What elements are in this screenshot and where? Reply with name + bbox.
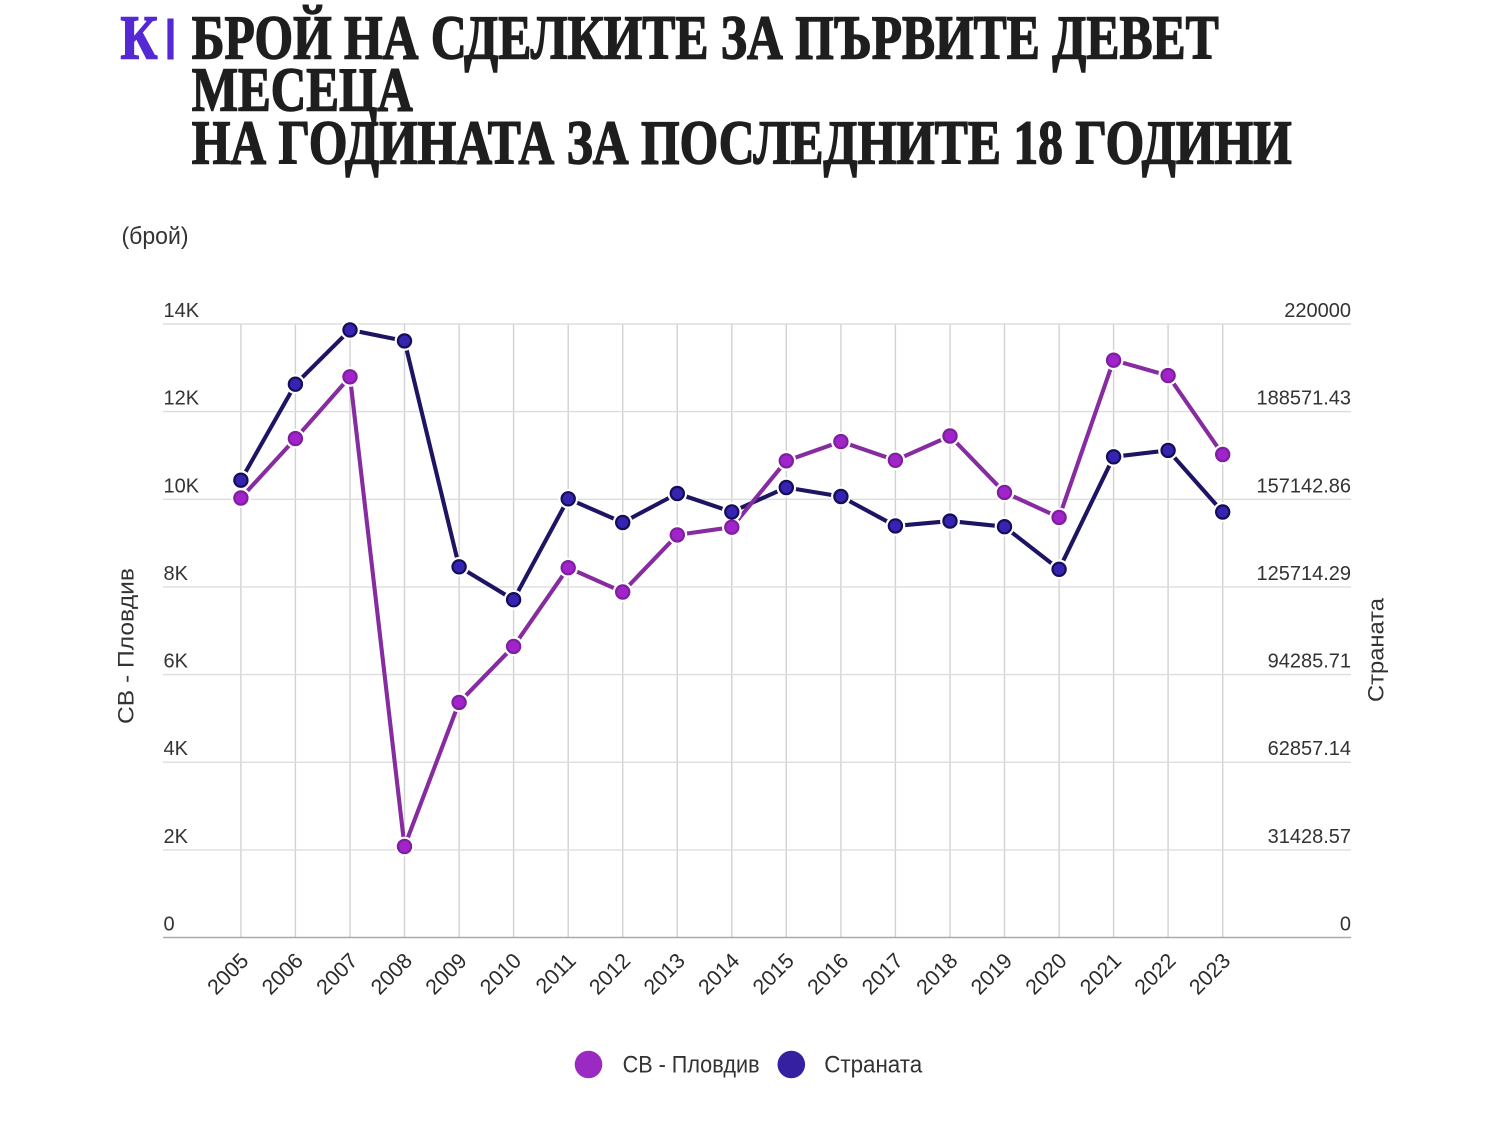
svg-text:31428.57: 31428.57: [1268, 826, 1351, 848]
svg-text:62857.14: 62857.14: [1268, 738, 1351, 760]
svg-text:К: К: [121, 5, 158, 73]
svg-text:220000: 220000: [1284, 300, 1351, 322]
svg-text:14K: 14K: [164, 300, 200, 322]
svg-text:НА ГОДИНАТА ЗА ПОСЛЕДНИТЕ 18 Г: НА ГОДИНАТА ЗА ПОСЛЕДНИТЕ 18 ГОДИНИ: [192, 110, 1292, 178]
svg-text:10K: 10K: [164, 475, 200, 497]
svg-text:СВ - Пловдив: СВ - Пловдив: [623, 1052, 760, 1079]
svg-text:СВ - Пловдив: СВ - Пловдив: [114, 568, 139, 724]
svg-text:Страната: Страната: [824, 1052, 923, 1079]
svg-text:94285.71: 94285.71: [1268, 651, 1351, 673]
svg-text:МЕСЕЦА: МЕСЕЦА: [192, 57, 413, 125]
svg-text:Страната: Страната: [1363, 597, 1388, 702]
svg-text:157142.86: 157142.86: [1256, 475, 1351, 497]
svg-text:0: 0: [1340, 914, 1351, 936]
svg-text:12K: 12K: [164, 388, 200, 410]
svg-text:6K: 6K: [164, 651, 189, 673]
svg-text:8K: 8K: [164, 563, 189, 585]
svg-text:(брой): (брой): [122, 223, 189, 250]
svg-text:125714.29: 125714.29: [1256, 563, 1351, 585]
svg-text:2K: 2K: [164, 826, 189, 848]
svg-text:БРОЙ НА СДЕЛКИТЕ ЗА ПЪРВИТЕ ДЕ: БРОЙ НА СДЕЛКИТЕ ЗА ПЪРВИТЕ ДЕВЕТ: [192, 5, 1219, 73]
svg-text:188571.43: 188571.43: [1256, 388, 1351, 410]
svg-text:4K: 4K: [164, 738, 189, 760]
svg-text:0: 0: [164, 914, 175, 936]
